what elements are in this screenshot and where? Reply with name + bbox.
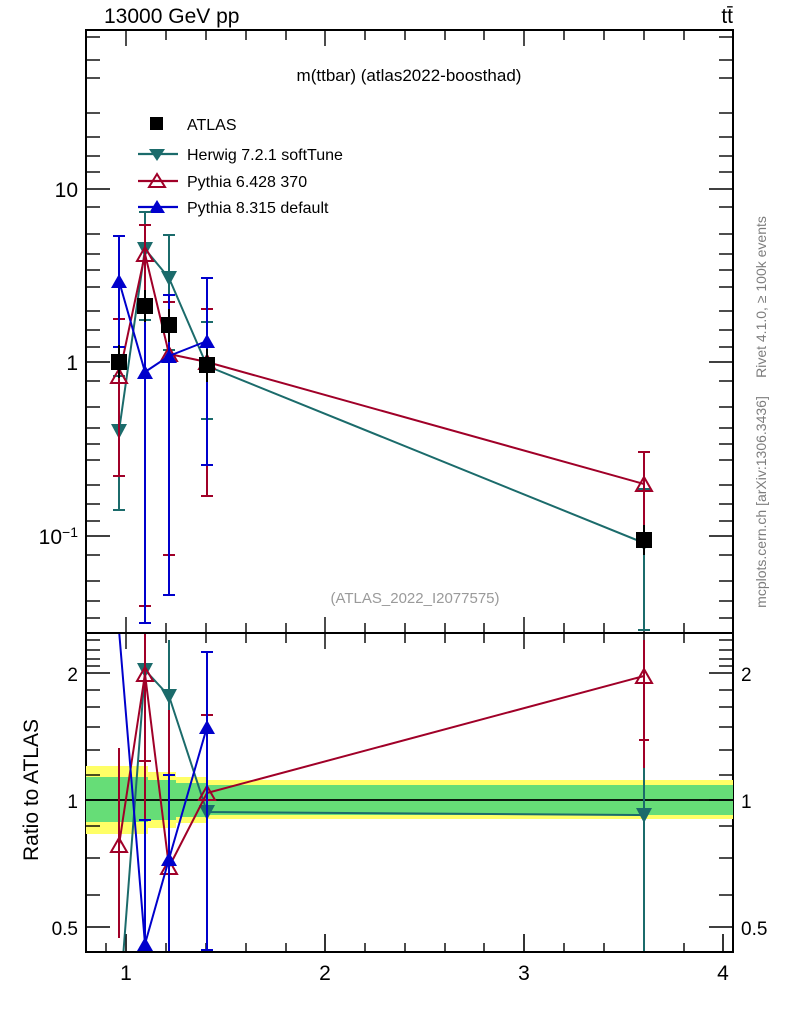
ratio-series-group xyxy=(109,634,654,951)
side-label-rivet: Rivet 4.1.0, ≥ 100k events xyxy=(753,216,769,378)
legend-entry-pythia6[interactable]: Pythia 6.428 370 xyxy=(138,172,307,191)
legend-label-pythia6: Pythia 6.428 370 xyxy=(187,174,307,191)
series-pythia8-main xyxy=(111,235,215,624)
side-label-mcplots: mcplots.cern.ch [arXiv:1306.3436] xyxy=(753,396,769,608)
svg-text:mcplots.cern.ch [arXiv:1306.34: mcplots.cern.ch [arXiv:1306.3436] xyxy=(753,396,769,608)
ratio-y-axis xyxy=(86,672,733,928)
legend-label-pythia8: Pythia 8.315 default xyxy=(187,200,329,217)
svg-text:Rivet 4.1.0, ≥ 100k events: Rivet 4.1.0, ≥ 100k events xyxy=(753,216,769,378)
ratio-ytick-0p5-left: 0.5 xyxy=(52,919,78,940)
main-y-axis xyxy=(86,188,733,537)
header-process-label: tt̄ xyxy=(721,5,733,28)
legend-label-atlas: ATLAS xyxy=(187,117,237,134)
triangle-up-open-icon xyxy=(147,172,167,188)
ratio-x-top-ticks xyxy=(125,633,685,649)
series-errorbars xyxy=(139,651,213,951)
ratio-y-minor-ticks xyxy=(86,639,733,896)
series-markers xyxy=(137,720,215,951)
ratio-ytick-0p5-right: 0.5 xyxy=(741,919,767,940)
main-y-minor-ticks xyxy=(86,36,733,619)
series-markers xyxy=(111,274,215,379)
series-pythia8-ratio xyxy=(118,634,215,951)
legend-label-herwig: Herwig 7.2.1 softTune xyxy=(187,147,343,164)
ratio-ytick-1-right: 1 xyxy=(741,792,752,813)
series-atlas-main xyxy=(111,290,652,555)
legend-entry-atlas[interactable]: ATLAS xyxy=(150,117,237,134)
ratio-panel: 2 1 0.5 2 1 0.5 Ratio to ATLAS xyxy=(20,632,767,985)
legend: ATLAS Herwig 7.2.1 softTune Pythia 6.428… xyxy=(138,117,343,217)
ratio-xtick-1: 1 xyxy=(120,962,132,985)
legend-entry-herwig[interactable]: Herwig 7.2.1 softTune xyxy=(138,147,343,164)
ratio-ytick-2-left: 2 xyxy=(67,665,78,686)
main-ytick-1: 1 xyxy=(66,352,78,375)
ratio-axis-label: Ratio to ATLAS xyxy=(20,719,43,861)
main-panel: 10 1 10−1 m(ttbar) (atlas2022-boosthad) … xyxy=(39,29,734,634)
analysis-watermark: (ATLAS_2022_I2077575) xyxy=(330,590,499,607)
series-line xyxy=(118,280,208,374)
square-filled-icon xyxy=(150,117,163,130)
series-line xyxy=(118,634,208,945)
ratio-x-axis-ticks xyxy=(125,934,724,952)
main-plot-title: m(ttbar) (atlas2022-boosthad) xyxy=(297,66,522,85)
ratio-xtick-2: 2 xyxy=(319,962,331,985)
triangle-down-icon xyxy=(149,149,165,161)
legend-entry-pythia8[interactable]: Pythia 8.315 default xyxy=(138,200,329,217)
ratio-xtick-4: 4 xyxy=(717,962,729,985)
ratio-xtick-3: 3 xyxy=(518,962,530,985)
ratio-ytick-1-left: 1 xyxy=(67,792,78,813)
triangle-up-icon xyxy=(149,200,165,213)
main-panel-frame xyxy=(85,29,734,634)
main-x-top-ticks xyxy=(125,30,685,46)
series-markers xyxy=(111,298,652,548)
header-beam-label: 13000 GeV pp xyxy=(104,5,239,28)
ratio-ytick-2-right: 2 xyxy=(741,665,752,686)
main-ytick-0p1: 10−1 xyxy=(39,524,79,549)
main-ytick-10: 10 xyxy=(55,179,78,202)
series-errorbars xyxy=(113,235,213,624)
